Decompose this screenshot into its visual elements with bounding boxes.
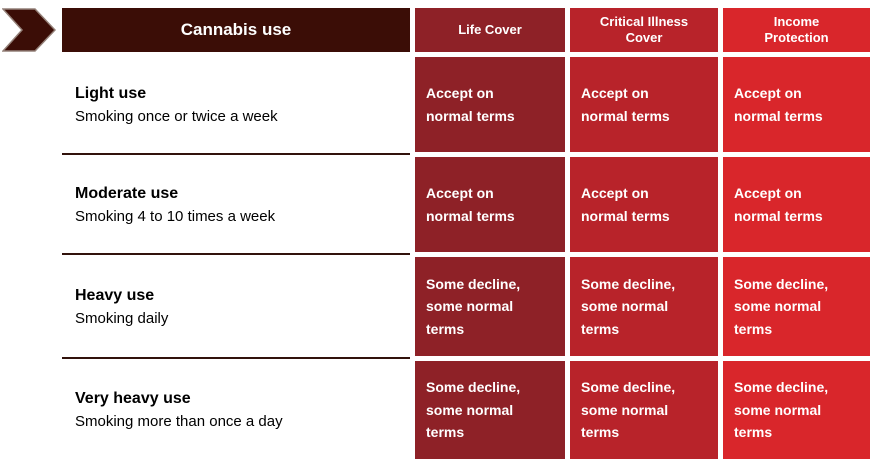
chevron-cell bbox=[2, 8, 57, 52]
column-header-life-cover: Life Cover bbox=[415, 8, 565, 52]
row-label-moderate-use: Moderate use Smoking 4 to 10 times a wee… bbox=[62, 157, 410, 255]
cell-light-income: Accept on normal terms bbox=[723, 57, 870, 152]
row-description: Smoking daily bbox=[75, 309, 169, 327]
spacer bbox=[2, 157, 57, 252]
cell-moderate-income: Accept on normal terms bbox=[723, 157, 870, 252]
row-description: Smoking more than once a day bbox=[75, 413, 283, 430]
cell-light-life: Accept on normal terms bbox=[415, 57, 565, 152]
row-description: Smoking once or twice a week bbox=[75, 107, 278, 125]
cell-very-heavy-income: Some decline, some normal terms bbox=[723, 361, 870, 459]
spacer bbox=[2, 257, 57, 356]
cell-very-heavy-life: Some decline, some normal terms bbox=[415, 361, 565, 459]
cell-very-heavy-critical: Some decline, some normal terms bbox=[570, 361, 718, 459]
row-label-light-use: Light use Smoking once or twice a week bbox=[62, 57, 410, 155]
cell-heavy-life: Some decline, some normal terms bbox=[415, 257, 565, 356]
cell-heavy-income: Some decline, some normal terms bbox=[723, 257, 870, 356]
row-title: Moderate use bbox=[75, 184, 179, 202]
spacer bbox=[2, 361, 57, 459]
table-title: Cannabis use bbox=[62, 8, 410, 52]
cell-heavy-critical: Some decline, some normal terms bbox=[570, 257, 718, 356]
row-title: Heavy use bbox=[75, 286, 155, 304]
row-label-heavy-use: Heavy use Smoking daily bbox=[62, 257, 410, 359]
row-description: Smoking 4 to 10 times a week bbox=[75, 207, 276, 225]
row-title: Very heavy use bbox=[75, 390, 191, 407]
column-header-income-protection: Income Protection bbox=[723, 8, 870, 52]
column-header-critical-illness-cover: Critical Illness Cover bbox=[570, 8, 718, 52]
cell-light-critical: Accept on normal terms bbox=[570, 57, 718, 152]
chevron-right-icon bbox=[2, 8, 56, 52]
cell-moderate-critical: Accept on normal terms bbox=[570, 157, 718, 252]
cell-moderate-life: Accept on normal terms bbox=[415, 157, 565, 252]
spacer bbox=[2, 57, 57, 152]
row-label-very-heavy-use: Very heavy use Smoking more than once a … bbox=[62, 361, 410, 459]
row-title: Light use bbox=[75, 84, 147, 102]
